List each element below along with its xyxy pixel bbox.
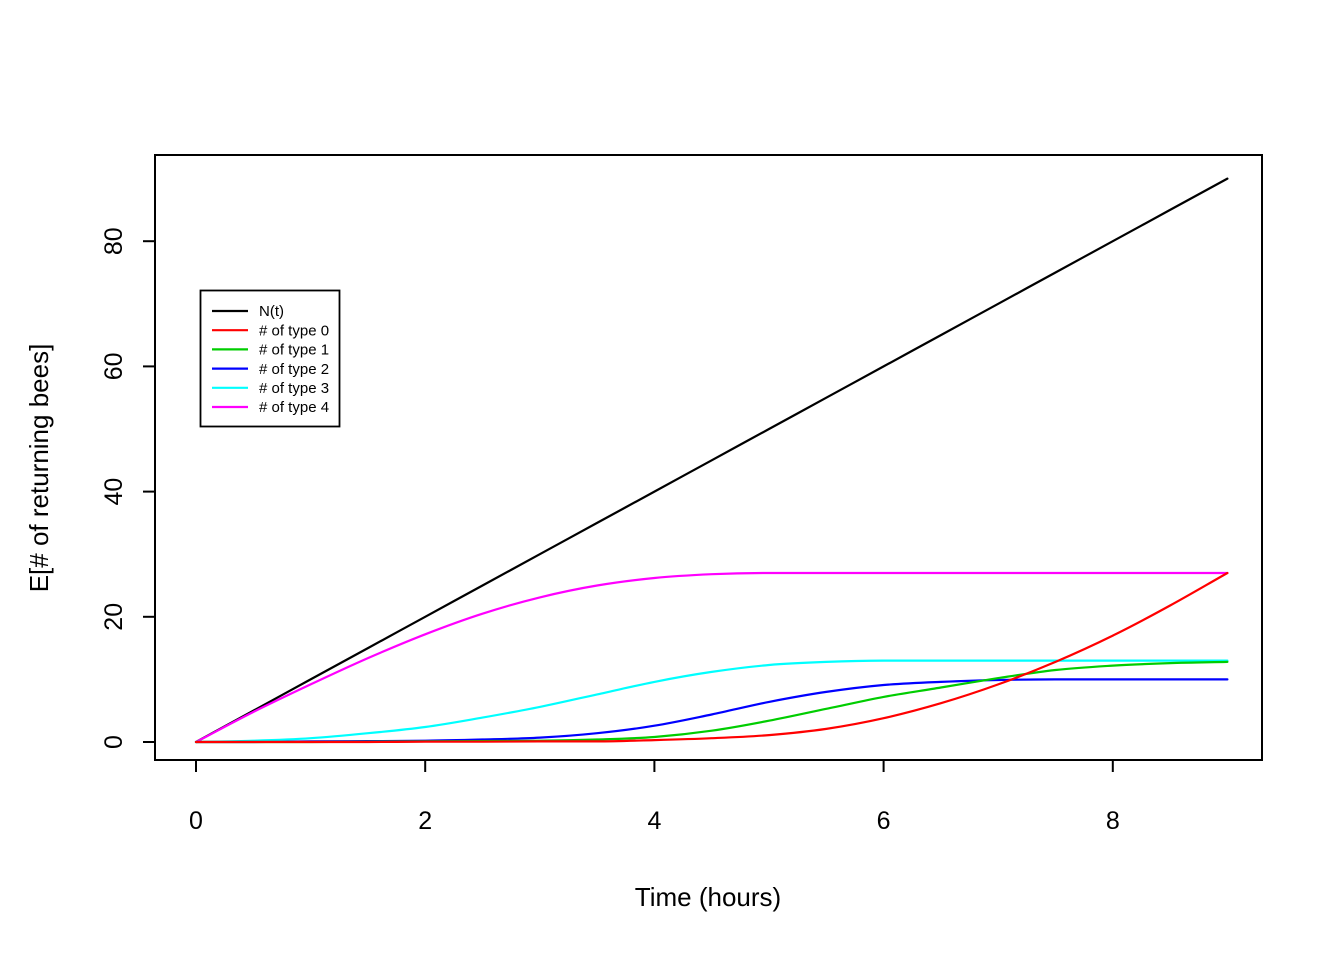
series-lines [194, 177, 1229, 744]
x-tick-label: 0 [189, 807, 203, 835]
y-tick-label: 40 [100, 478, 128, 506]
x-tick-label: 8 [1106, 807, 1120, 835]
x-tick-label: 2 [418, 807, 432, 835]
legend-item-label: # of type 3 [259, 380, 329, 397]
legend-item: # of type 4 [212, 399, 329, 416]
series-line-of-type-1 [194, 660, 1229, 744]
series-line-n-t [194, 177, 1229, 744]
x-axis: 0 2 4 6 8 [189, 760, 1120, 835]
y-tick-label: 20 [100, 603, 128, 631]
legend-item: N(t) [212, 303, 284, 320]
legend-item-label: # of type 4 [259, 399, 329, 416]
y-tick-label: 0 [100, 735, 128, 749]
legend-item-label: # of type 0 [259, 322, 329, 339]
series-line-of-type-2 [194, 678, 1229, 744]
x-axis-label: Time (hours) [635, 882, 781, 912]
legend-item: # of type 2 [212, 361, 329, 378]
legend-item-label: N(t) [259, 303, 284, 320]
legend-item: # of type 3 [212, 380, 329, 397]
y-tick-label: 80 [100, 227, 128, 255]
series-line-of-type-3 [194, 659, 1229, 744]
x-tick-label: 6 [877, 807, 891, 835]
y-tick-label: 60 [100, 352, 128, 380]
series-line-of-type-4 [194, 571, 1229, 744]
legend: N(t) # of type 0 # of type 1 # of type 2 # o… [199, 289, 341, 428]
legend-item-label: # of type 2 [259, 361, 329, 378]
y-axis-label: E[# of returning bees] [24, 344, 54, 593]
series-line-of-type-0 [194, 571, 1229, 744]
legend-item: # of type 1 [212, 342, 329, 359]
y-axis: 0 20 40 60 80 [100, 227, 155, 749]
x-tick-label: 4 [647, 807, 661, 835]
legend-item: # of type 0 [212, 322, 329, 339]
plot-box [154, 154, 1263, 761]
legend-item-label: # of type 1 [259, 342, 329, 359]
legend-box [199, 289, 341, 428]
